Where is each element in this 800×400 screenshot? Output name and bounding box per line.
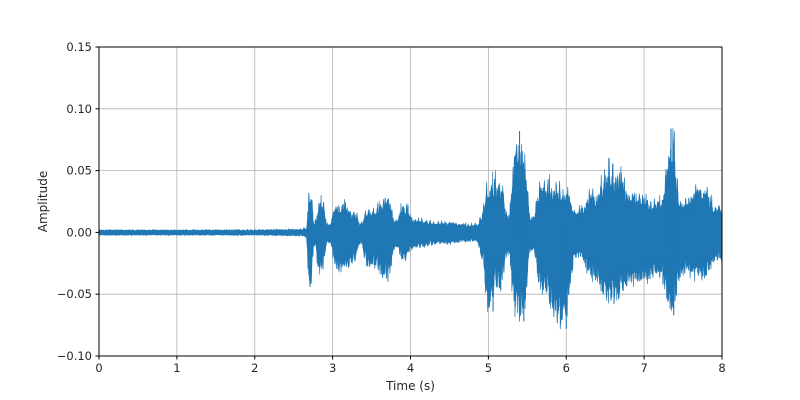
x-tick-label: 4 xyxy=(407,361,414,375)
x-tick-label: 6 xyxy=(563,361,570,375)
x-tick-label: 5 xyxy=(485,361,492,375)
y-tick-label: −0.10 xyxy=(57,349,92,363)
x-tick-labels: 0 1 2 3 4 5 6 7 8 xyxy=(95,361,725,375)
x-axis-label: Time (s) xyxy=(385,379,435,393)
y-tick-label: −0.05 xyxy=(57,287,92,301)
x-tick-label: 1 xyxy=(173,361,180,375)
x-tick-label: 2 xyxy=(251,361,258,375)
x-tick-label: 7 xyxy=(640,361,647,375)
y-tick-label: 0.10 xyxy=(66,102,92,116)
x-tick-label: 3 xyxy=(329,361,336,375)
x-tick-label: 0 xyxy=(95,361,102,375)
y-tick-label: 0.00 xyxy=(66,225,92,239)
axis-ticks xyxy=(95,46,723,360)
y-tick-label: 0.15 xyxy=(66,40,92,54)
y-axis-label: Amplitude xyxy=(36,171,50,233)
waveform-trace xyxy=(99,128,722,330)
y-tick-label: 0.05 xyxy=(66,164,92,178)
x-tick-label: 8 xyxy=(718,361,725,375)
y-tick-labels: 0.15 0.10 0.05 0.00 −0.05 −0.10 xyxy=(57,40,92,363)
